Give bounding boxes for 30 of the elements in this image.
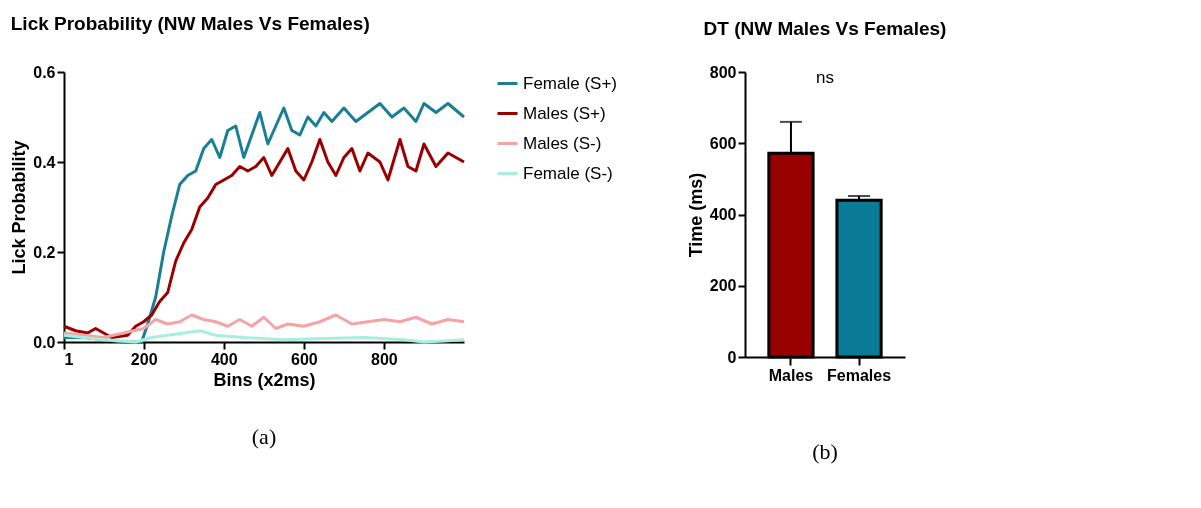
line-series (62, 313, 466, 339)
y-tick-label: 0.0 (33, 333, 56, 351)
line-series (62, 138, 466, 339)
legend-label: Males (S+) (523, 103, 606, 123)
y-tick-label: 0.4 (33, 153, 56, 171)
y-tick-label: 0.6 (33, 63, 56, 81)
y-tick-label: 0.2 (33, 243, 56, 261)
text: (b) (812, 439, 838, 464)
y-tick-label: 200 (709, 277, 737, 295)
legend-label: Female (S-) (523, 163, 613, 183)
chart-title: Lick Probability (NW Males Vs Females) (10, 13, 370, 34)
annotation: ns (816, 68, 834, 88)
legend-label: Males (S-) (523, 133, 602, 153)
y-axis-title: Time (ms) (685, 172, 706, 258)
x-axis-title: Bins (x2ms) (213, 369, 316, 390)
x-tick-label: Males (768, 366, 814, 384)
x-tick-label: Females (827, 366, 892, 384)
y-tick-label: 600 (709, 134, 737, 152)
y-tick-label: 0 (727, 348, 737, 366)
x-tick-label: 800 (371, 350, 398, 368)
chart-title: DT (NW Males Vs Females) (703, 18, 947, 39)
x-tick-label: 1 (64, 350, 74, 368)
legend-label: Female (S+) (523, 73, 617, 93)
x-tick-label: 200 (130, 350, 158, 368)
x-tick-label: 600 (290, 350, 318, 368)
y-tick-label: 400 (709, 206, 737, 223)
y-axis-title: Lick Probability (9, 140, 30, 275)
y-tick-label: 800 (709, 63, 737, 81)
text: (a) (251, 424, 277, 449)
x-tick-label: 400 (210, 350, 238, 368)
